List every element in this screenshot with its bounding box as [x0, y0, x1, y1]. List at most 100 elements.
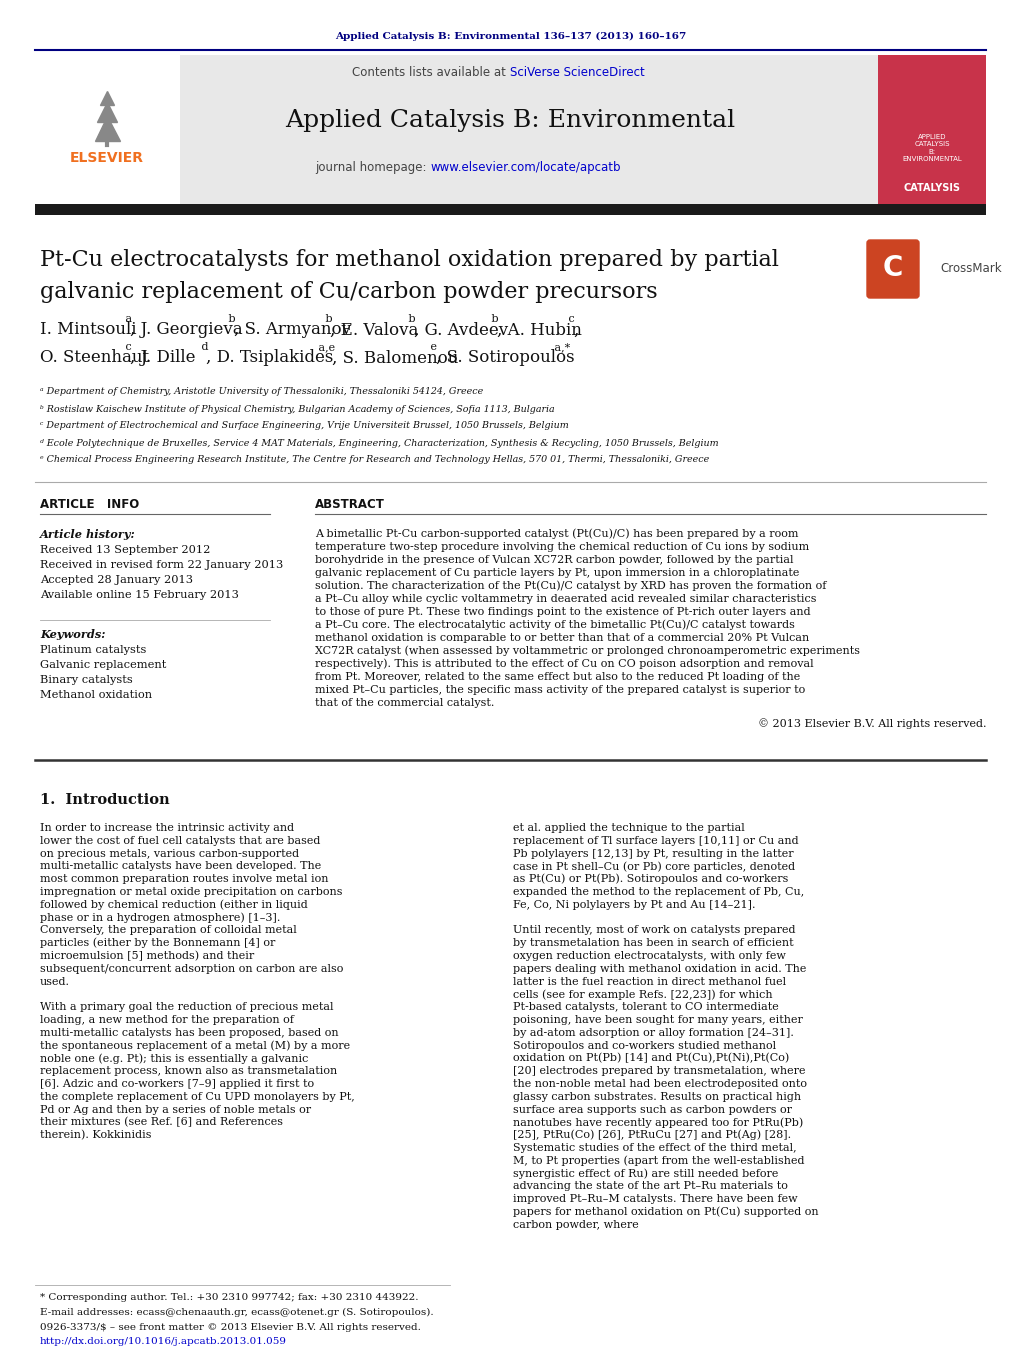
Text: latter is the fuel reaction in direct methanol fuel: latter is the fuel reaction in direct me… [513, 977, 786, 986]
Text: A bimetallic Pt-Cu carbon-supported catalyst (Pt(Cu)/C) has been prepared by a r: A bimetallic Pt-Cu carbon-supported cata… [315, 528, 798, 539]
Text: case in Pt shell–Cu (or Pb) core particles, denoted: case in Pt shell–Cu (or Pb) core particl… [513, 861, 795, 871]
Text: In order to increase the intrinsic activity and: In order to increase the intrinsic activ… [40, 823, 294, 834]
Text: by ad-atom adsorption or alloy formation [24–31].: by ad-atom adsorption or alloy formation… [513, 1028, 794, 1038]
Text: impregnation or metal oxide precipitation on carbons: impregnation or metal oxide precipitatio… [40, 888, 342, 897]
Text: Available online 15 February 2013: Available online 15 February 2013 [40, 590, 239, 600]
Text: ELSEVIER: ELSEVIER [70, 151, 144, 165]
Text: CATALYSIS: CATALYSIS [904, 182, 961, 193]
Text: Received 13 September 2012: Received 13 September 2012 [40, 544, 210, 555]
Text: as Pt(Cu) or Pt(Pb). Sotiropoulos and co-workers: as Pt(Cu) or Pt(Pb). Sotiropoulos and co… [513, 874, 788, 885]
Text: by transmetalation has been in search of efficient: by transmetalation has been in search of… [513, 938, 793, 948]
Text: ᵇ Rostislaw Kaischew Institute of Physical Chemistry, Bulgarian Academy of Scien: ᵇ Rostislaw Kaischew Institute of Physic… [40, 404, 554, 413]
Text: oxidation on Pt(Pb) [14] and Pt(Cu),Pt(Ni),Pt(Co): oxidation on Pt(Pb) [14] and Pt(Cu),Pt(N… [513, 1054, 789, 1063]
Text: therein). Kokkinidis: therein). Kokkinidis [40, 1129, 151, 1140]
Text: Pd or Ag and then by a series of noble metals or: Pd or Ag and then by a series of noble m… [40, 1105, 311, 1115]
Text: respectively). This is attributed to the effect of Cu on CO poison adsorption an: respectively). This is attributed to the… [315, 659, 814, 669]
Text: www.elsevier.com/locate/apcatb: www.elsevier.com/locate/apcatb [430, 162, 621, 174]
Text: most common preparation routes involve metal ion: most common preparation routes involve m… [40, 874, 329, 884]
Text: Contents lists available at: Contents lists available at [352, 65, 510, 78]
Text: ARTICLE   INFO: ARTICLE INFO [40, 497, 139, 511]
Text: a,e: a,e [315, 342, 335, 353]
Text: noble one (e.g. Pt); this is essentially a galvanic: noble one (e.g. Pt); this is essentially… [40, 1054, 308, 1063]
Text: [20] electrodes prepared by transmetalation, where: [20] electrodes prepared by transmetalat… [513, 1066, 806, 1077]
Text: subsequent/concurrent adsorption on carbon are also: subsequent/concurrent adsorption on carb… [40, 963, 343, 974]
Text: microemulsion [5] methods) and their: microemulsion [5] methods) and their [40, 951, 254, 961]
Text: improved Pt–Ru–M catalysts. There have been few: improved Pt–Ru–M catalysts. There have b… [513, 1194, 797, 1204]
Text: c: c [121, 342, 132, 353]
Text: nanotubes have recently appeared too for PtRu(Pb): nanotubes have recently appeared too for… [513, 1117, 804, 1128]
Text: replacement of Tl surface layers [10,11] or Cu and: replacement of Tl surface layers [10,11]… [513, 836, 798, 846]
Text: 1.  Introduction: 1. Introduction [40, 793, 169, 807]
Text: O. Steenhaut: O. Steenhaut [40, 350, 149, 366]
Text: the spontaneous replacement of a metal (M) by a more: the spontaneous replacement of a metal (… [40, 1040, 350, 1051]
Text: from Pt. Moreover, related to the same effect but also to the reduced Pt loading: from Pt. Moreover, related to the same e… [315, 671, 800, 682]
Text: [25], PtRu(Co) [26], PtRuCu [27] and Pt(Ag) [28].: [25], PtRu(Co) [26], PtRuCu [27] and Pt(… [513, 1129, 791, 1140]
Text: poisoning, have been sought for many years, either: poisoning, have been sought for many yea… [513, 1015, 803, 1025]
Text: multi-metallic catalysts have been developed. The: multi-metallic catalysts have been devel… [40, 862, 322, 871]
Text: CrossMark: CrossMark [940, 262, 1002, 274]
Text: journal homepage:: journal homepage: [314, 162, 430, 174]
Text: © 2013 Elsevier B.V. All rights reserved.: © 2013 Elsevier B.V. All rights reserved… [758, 719, 986, 730]
Text: ᵉ Chemical Process Engineering Research Institute, The Centre for Research and T: ᵉ Chemical Process Engineering Research … [40, 455, 710, 465]
Text: multi-metallic catalysts has been proposed, based on: multi-metallic catalysts has been propos… [40, 1028, 339, 1038]
Text: , G. Avdeev: , G. Avdeev [414, 322, 507, 339]
Text: Applied Catalysis B: Environmental: Applied Catalysis B: Environmental [285, 108, 735, 131]
Text: Pb polylayers [12,13] by Pt, resulting in the latter: Pb polylayers [12,13] by Pt, resulting i… [513, 848, 793, 859]
Text: Applied Catalysis B: Environmental 136–137 (2013) 160–167: Applied Catalysis B: Environmental 136–1… [335, 31, 686, 41]
Text: et al. applied the technique to the partial: et al. applied the technique to the part… [513, 823, 744, 834]
Text: * Corresponding author. Tel.: +30 2310 997742; fax: +30 2310 443922.: * Corresponding author. Tel.: +30 2310 9… [40, 1293, 419, 1302]
Text: , J. Georgieva: , J. Georgieva [130, 322, 243, 339]
Text: Pt-based catalysts, tolerant to CO intermediate: Pt-based catalysts, tolerant to CO inter… [513, 1002, 779, 1012]
Text: Systematic studies of the effect of the third metal,: Systematic studies of the effect of the … [513, 1143, 796, 1152]
Text: C: C [883, 254, 904, 282]
Text: e: e [427, 342, 437, 353]
Text: d: d [198, 342, 208, 353]
Text: Conversely, the preparation of colloidal metal: Conversely, the preparation of colloidal… [40, 925, 297, 935]
Text: , A. Hubin: , A. Hubin [497, 322, 582, 339]
Text: 0926-3373/$ – see front matter © 2013 Elsevier B.V. All rights reserved.: 0926-3373/$ – see front matter © 2013 El… [40, 1324, 421, 1332]
Text: loading, a new method for the preparation of: loading, a new method for the preparatio… [40, 1015, 294, 1025]
Text: b: b [322, 313, 333, 324]
Text: APPLIED
CATALYSIS
B:
ENVIRONMENTAL: APPLIED CATALYSIS B: ENVIRONMENTAL [903, 134, 962, 162]
Text: lower the cost of fuel cell catalysts that are based: lower the cost of fuel cell catalysts th… [40, 836, 321, 846]
Text: glassy carbon substrates. Results on practical high: glassy carbon substrates. Results on pra… [513, 1092, 801, 1102]
Text: papers for methanol oxidation on Pt(Cu) supported on: papers for methanol oxidation on Pt(Cu) … [513, 1206, 819, 1217]
Text: Methanol oxidation: Methanol oxidation [40, 690, 152, 700]
Text: galvanic replacement of Cu particle layers by Pt, upon immersion in a chloroplat: galvanic replacement of Cu particle laye… [315, 567, 799, 578]
Text: synergistic effect of Ru) are still needed before: synergistic effect of Ru) are still need… [513, 1169, 778, 1179]
Bar [35, 55, 878, 205]
Text: replacement process, known also as transmetalation: replacement process, known also as trans… [40, 1066, 337, 1077]
Text: , S. Sotiropoulos: , S. Sotiropoulos [436, 350, 574, 366]
Text: particles (either by the Bonnemann [4] or: particles (either by the Bonnemann [4] o… [40, 938, 276, 948]
Text: With a primary goal the reduction of precious metal: With a primary goal the reduction of pre… [40, 1002, 334, 1012]
Text: a Pt–Cu core. The electrocatalytic activity of the bimetallic Pt(Cu)/C catalyst : a Pt–Cu core. The electrocatalytic activ… [315, 620, 795, 631]
Text: expanded the method to the replacement of Pb, Cu,: expanded the method to the replacement o… [513, 888, 805, 897]
Text: ,: , [573, 322, 579, 339]
Text: surface area supports such as carbon powders or: surface area supports such as carbon pow… [513, 1105, 792, 1115]
Text: mixed Pt–Cu particles, the specific mass activity of the prepared catalyst is su: mixed Pt–Cu particles, the specific mass… [315, 685, 806, 694]
Bar [878, 55, 986, 205]
Text: followed by chemical reduction (either in liquid: followed by chemical reduction (either i… [40, 900, 307, 911]
Text: cells (see for example Refs. [22,23]) for which: cells (see for example Refs. [22,23]) fo… [513, 989, 773, 1000]
Text: a: a [121, 313, 132, 324]
Text: ᵈ Ecole Polytechnique de Bruxelles, Service 4 MAT Materials, Engineering, Charac: ᵈ Ecole Polytechnique de Bruxelles, Serv… [40, 439, 719, 447]
Text: temperature two-step procedure involving the chemical reduction of Cu ions by so: temperature two-step procedure involving… [315, 542, 810, 553]
Text: a Pt–Cu alloy while cyclic voltammetry in deaerated acid revealed similar charac: a Pt–Cu alloy while cyclic voltammetry i… [315, 594, 817, 604]
Text: Article history:: Article history: [40, 528, 136, 539]
Text: phase or in a hydrogen atmosphere) [1–3].: phase or in a hydrogen atmosphere) [1–3]… [40, 912, 281, 923]
Text: that of the commercial catalyst.: that of the commercial catalyst. [315, 698, 494, 708]
Text: a,*: a,* [551, 342, 571, 353]
Text: Keywords:: Keywords: [40, 628, 105, 639]
Text: Sotiropoulos and co-workers studied methanol: Sotiropoulos and co-workers studied meth… [513, 1040, 776, 1051]
Text: the complete replacement of Cu UPD monolayers by Pt,: the complete replacement of Cu UPD monol… [40, 1092, 354, 1102]
FancyBboxPatch shape [867, 240, 919, 299]
Text: , E. Valova: , E. Valova [331, 322, 419, 339]
Text: Fe, Co, Ni polylayers by Pt and Au [14–21].: Fe, Co, Ni polylayers by Pt and Au [14–2… [513, 900, 756, 909]
Text: [6]. Adzic and co-workers [7–9] applied it first to: [6]. Adzic and co-workers [7–9] applied … [40, 1079, 314, 1089]
Text: , S. Balomenou: , S. Balomenou [332, 350, 458, 366]
Bar [35, 204, 986, 215]
Text: M, to Pt properties (apart from the well-established: M, to Pt properties (apart from the well… [513, 1155, 805, 1166]
Text: , J. Dille: , J. Dille [130, 350, 195, 366]
Text: XC72R catalyst (when assessed by voltammetric or prolonged chronoamperometric ex: XC72R catalyst (when assessed by voltamm… [315, 646, 860, 657]
Text: Until recently, most of work on catalysts prepared: Until recently, most of work on catalyst… [513, 925, 795, 935]
